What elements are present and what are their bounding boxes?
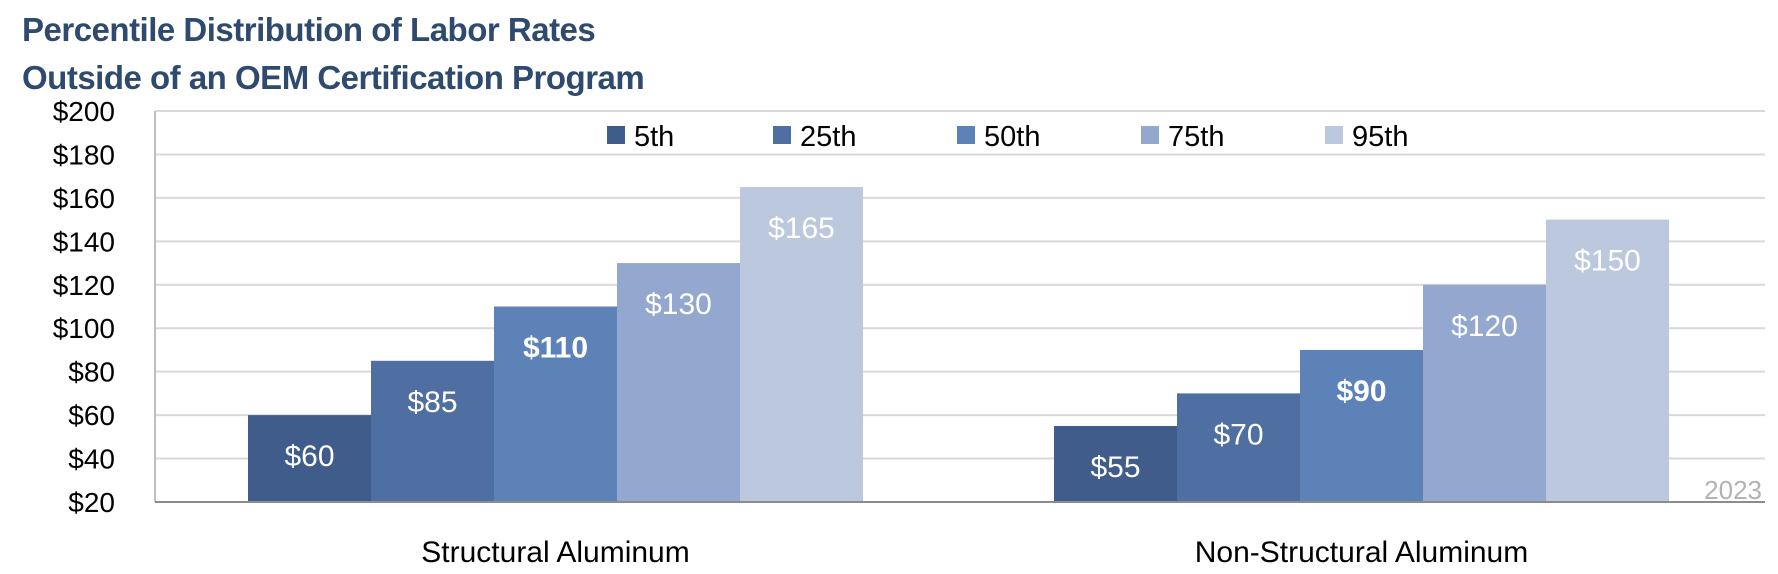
y-tick-label: $80	[68, 357, 115, 388]
legend-label-5th: 5th	[634, 121, 674, 153]
data-label: $150	[1574, 245, 1641, 278]
legend-label-50th: 50th	[984, 121, 1040, 153]
data-label: $85	[407, 386, 457, 419]
bar-25th-2	[1177, 393, 1300, 502]
chart-title-line-1: Percentile Distribution of Labor Rates	[22, 11, 596, 48]
bar-50th-2	[1300, 349, 1423, 502]
data-label: $55	[1090, 451, 1140, 484]
data-label: $60	[284, 440, 334, 473]
bar-95th-1	[740, 187, 863, 502]
bar-5th-1	[248, 415, 371, 502]
data-label: $165	[768, 212, 835, 245]
y-tick-label: $180	[53, 139, 115, 170]
chart-title-line-2: Outside of an OEM Certification Program	[22, 59, 645, 96]
data-label: $90	[1336, 375, 1386, 408]
y-tick-label: $200	[53, 96, 115, 127]
y-tick-label: $140	[53, 226, 115, 257]
bar-75th-1	[617, 263, 740, 502]
y-tick-label: $160	[53, 183, 115, 214]
x-category-label: Non-Structural Aluminum	[1195, 536, 1528, 569]
legend-label-95th: 95th	[1352, 121, 1408, 153]
y-tick-label: $100	[53, 313, 115, 344]
legend-swatch-50th	[957, 126, 975, 144]
legend-swatch-25th	[773, 126, 791, 144]
data-label: $120	[1451, 310, 1518, 343]
bar-25th-1	[371, 360, 494, 502]
legend-swatch-95th	[1325, 126, 1343, 144]
y-tick-label: $40	[68, 444, 115, 475]
bar-5th-2	[1054, 425, 1177, 502]
bars: $60 $85 $110 $130 $165 $55 $70 $90 $120 $150	[248, 187, 1669, 502]
bar-50th-1	[494, 306, 617, 502]
y-tick-label: $20	[68, 487, 115, 518]
legend-swatch-5th	[607, 126, 625, 144]
chart-title: Percentile Distribution of Labor Rates O…	[22, 6, 645, 102]
y-tick-label: $120	[53, 270, 115, 301]
data-label: $130	[645, 288, 712, 321]
legend-label-75th: 75th	[1168, 121, 1224, 153]
data-label: $110	[523, 332, 588, 365]
y-tick-label: $60	[68, 400, 115, 431]
x-category-label: Structural Aluminum	[421, 536, 689, 569]
legend-label-25th: 25th	[800, 121, 856, 153]
legend: 5th 25th 50th 75th 95th	[607, 121, 1408, 153]
data-label: $70	[1213, 418, 1263, 451]
year-footnote: 2023	[1704, 475, 1762, 505]
bar-95th-2	[1546, 219, 1669, 502]
bar-75th-2	[1423, 284, 1546, 502]
axes: $20 $40 $60 $80 $100 $120 $140 $160 $180 $200 Stru…	[53, 96, 1765, 569]
legend-swatch-75th	[1141, 126, 1159, 144]
